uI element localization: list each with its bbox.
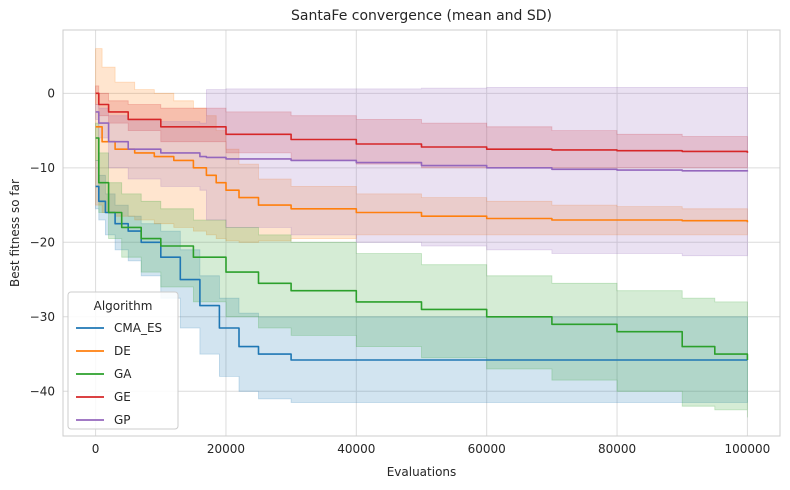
- legend-title: Algorithm: [94, 299, 153, 313]
- legend-label-gp: GP: [114, 413, 131, 427]
- y-tick-label: −20: [30, 235, 55, 249]
- x-tick-label: 100000: [725, 442, 771, 456]
- x-tick-label: 40000: [337, 442, 375, 456]
- legend: Algorithm CMA_ES DE GA GE GP: [67, 291, 179, 430]
- y-tick-label: −40: [30, 384, 55, 398]
- legend-label-de: DE: [114, 344, 131, 358]
- x-tick-labels: 0 20000 40000 60000 80000 100000: [92, 442, 771, 456]
- y-tick-label: 0: [47, 86, 55, 100]
- x-axis-title: Evaluations: [387, 465, 457, 479]
- x-tick-label: 80000: [598, 442, 636, 456]
- legend-label-ge: GE: [114, 390, 131, 404]
- plot-frame: [62, 29, 781, 437]
- x-tick-label: 20000: [207, 442, 245, 456]
- y-tick-label: −30: [30, 310, 55, 324]
- y-tick-labels: 0 −10 −20 −30 −40: [30, 86, 55, 398]
- mean-lines: [95, 92, 749, 361]
- legend-box: [67, 291, 179, 430]
- sd-bands: [95, 48, 748, 418]
- legend-label-ga: GA: [114, 367, 132, 381]
- axes-frame: [62, 29, 781, 437]
- mean-line-ge: [95, 92, 749, 153]
- sd-band-ge: [95, 85, 748, 169]
- mean-line-de: [95, 126, 749, 223]
- mean-line-gp: [95, 111, 749, 172]
- legend-label-cma-es: CMA_ES: [114, 321, 162, 335]
- y-tick-label: −10: [30, 161, 55, 175]
- sd-band-cma-es: [95, 159, 748, 403]
- x-tick-label: 60000: [468, 442, 506, 456]
- plot-background: [63, 30, 780, 436]
- sd-band-ga: [95, 122, 748, 418]
- sd-band-gp: [95, 87, 748, 257]
- x-tick-label: 0: [92, 442, 100, 456]
- sd-band-de: [95, 48, 748, 243]
- grid-lines: [63, 30, 780, 436]
- y-axis-title: Best fitness so far: [8, 179, 22, 287]
- chart-title: SantaFe convergence (mean and SD): [291, 8, 552, 24]
- mean-line-ga: [95, 137, 749, 360]
